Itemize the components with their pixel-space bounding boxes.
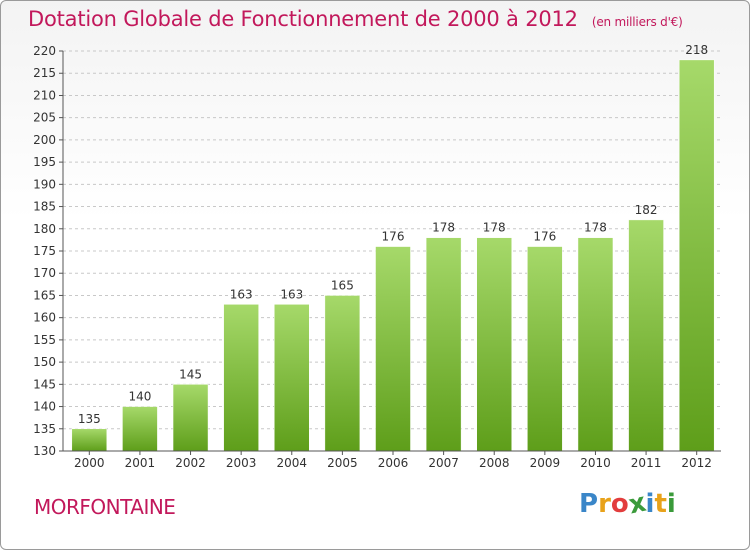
bar-2004 xyxy=(274,304,310,452)
x-tick-label: 2006 xyxy=(378,456,409,470)
y-tick-label: 175 xyxy=(33,244,56,258)
y-tick-label: 130 xyxy=(33,444,56,458)
x-tick-label: 2009 xyxy=(530,456,561,470)
bar-2009 xyxy=(527,246,563,452)
bar-value-label: 218 xyxy=(685,43,708,57)
bar-2007 xyxy=(425,237,462,452)
logo-letter: i xyxy=(666,489,676,519)
x-tick-label: 2002 xyxy=(175,456,206,470)
bar-value-label: 178 xyxy=(584,221,607,235)
y-tick-label: 185 xyxy=(33,200,56,214)
bar-value-label: 182 xyxy=(635,203,658,217)
logo-letter: r xyxy=(598,489,611,519)
logo-letter: t xyxy=(654,489,667,519)
y-tick-label: 180 xyxy=(33,222,56,236)
bar-value-label: 178 xyxy=(483,221,506,235)
bar-value-label: 176 xyxy=(533,230,556,244)
proxiti-logo: Proxiti xyxy=(579,488,676,521)
bar-value-label: 140 xyxy=(128,390,151,404)
x-tick-label: 2005 xyxy=(327,456,358,470)
x-axis: 2000 2001 2002 2003 2004 2005 2006 2007 2008 2009… xyxy=(63,450,721,470)
bar-value-label: 163 xyxy=(280,287,303,301)
bar-2001 xyxy=(122,406,158,452)
y-tick-label: 220 xyxy=(33,44,56,58)
x-tick-label: 2012 xyxy=(681,456,712,470)
bars: 135 140 145 163 163 165 176 178 178 176 178 182 218 xyxy=(71,43,715,452)
bar-2002 xyxy=(172,384,209,452)
y-tick-label: 170 xyxy=(33,266,56,280)
unit-note: (en milliers d'€) xyxy=(591,15,683,29)
y-tick-label: 210 xyxy=(33,88,56,102)
y-tick-label: 215 xyxy=(33,66,56,80)
y-tick-label: 190 xyxy=(33,177,56,191)
y-tick-label: 140 xyxy=(33,400,56,414)
bar-2010 xyxy=(577,237,614,452)
bar-2005 xyxy=(324,295,361,452)
y-tick-label: 165 xyxy=(33,288,56,302)
bar-value-label: 135 xyxy=(78,412,101,426)
y-tick-label: 145 xyxy=(33,377,56,391)
bar-2008 xyxy=(476,237,512,452)
logo-letter: P xyxy=(579,489,599,519)
x-tick-label: 2001 xyxy=(125,456,156,470)
y-tick-label: 160 xyxy=(33,311,56,325)
bar-value-label: 178 xyxy=(432,221,455,235)
x-tick-label: 2000 xyxy=(74,456,105,470)
x-tick-label: 2011 xyxy=(631,456,662,470)
y-tick-label: 200 xyxy=(33,133,56,147)
bar-2006 xyxy=(375,246,411,452)
y-tick-label: 195 xyxy=(33,155,56,169)
place-name: MORFONTAINE xyxy=(34,495,176,519)
x-tick-label: 2007 xyxy=(428,456,459,470)
y-tick-label: 135 xyxy=(33,422,56,436)
y-axis: 130 135 140 145 150 155 160 165 170 175 180 185 190 1… xyxy=(33,44,64,458)
bar-value-label: 165 xyxy=(331,278,354,292)
bar-2011 xyxy=(628,219,664,452)
chart-title-text: Dotation Globale de Fonctionnement de 20… xyxy=(28,7,578,31)
y-tick-label: 155 xyxy=(33,333,56,347)
x-tick-label: 2008 xyxy=(479,456,510,470)
y-tick-label: 205 xyxy=(33,111,56,125)
y-tick-label: 150 xyxy=(33,355,56,369)
bar-2012 xyxy=(678,59,715,452)
x-tick-label: 2004 xyxy=(276,456,307,470)
x-tick-label: 2003 xyxy=(226,456,257,470)
logo-letter: o xyxy=(610,489,629,519)
chart-title: Dotation Globale de Fonctionnement de 20… xyxy=(28,7,683,31)
bar-value-label: 145 xyxy=(179,367,202,381)
bar-2003 xyxy=(223,304,259,452)
bar-2000 xyxy=(71,428,108,452)
bar-value-label: 176 xyxy=(382,230,405,244)
logo-letter: i xyxy=(645,489,655,519)
bar-value-label: 163 xyxy=(230,287,253,301)
x-tick-label: 2010 xyxy=(580,456,611,470)
